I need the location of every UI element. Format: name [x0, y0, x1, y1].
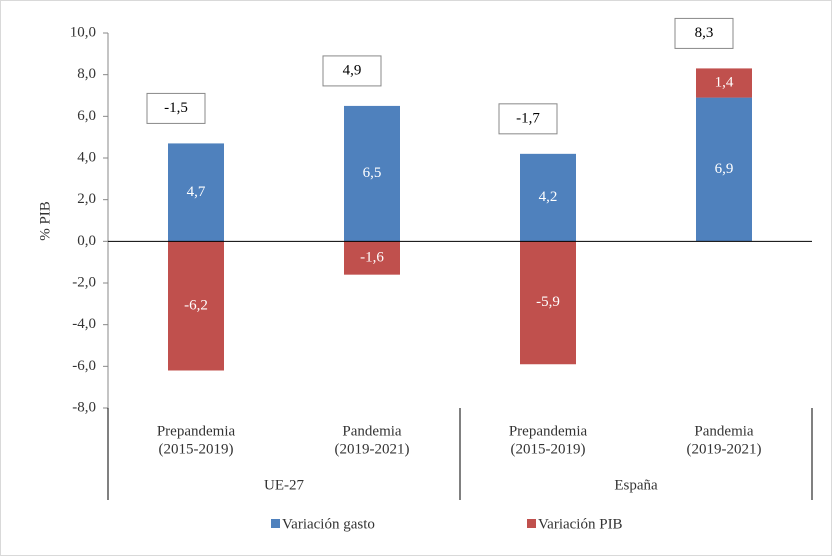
y-tick-label: 0,0 [77, 233, 96, 249]
total-label: -1,5 [164, 100, 188, 116]
y-tick-label: 10,0 [70, 24, 96, 40]
data-label: -1,6 [360, 249, 384, 265]
total-box [322, 55, 382, 87]
total-box [498, 103, 558, 135]
x-tick-label: Pandemia [694, 423, 753, 439]
x-tick-label: Prepandemia [509, 423, 588, 439]
legend-label: Variación PIB [538, 516, 623, 532]
x-tick-label: Prepandemia [157, 423, 236, 439]
x-tick-label: (2019-2021) [335, 441, 410, 457]
total-box [146, 92, 206, 124]
bar-segment [344, 105, 400, 242]
data-label: 4,2 [539, 189, 558, 205]
y-tick-label: -4,0 [72, 316, 96, 332]
y-tick-label: 8,0 [77, 66, 96, 82]
x-tick-label: Pandemia [342, 423, 401, 439]
group-label: España [614, 477, 658, 493]
data-label: -6,2 [184, 297, 208, 313]
y-tick-label: 4,0 [77, 149, 96, 165]
data-label: -5,9 [536, 294, 560, 310]
total-box [674, 17, 734, 49]
data-label: 6,9 [715, 161, 734, 177]
data-label: 4,7 [187, 184, 206, 200]
data-label: 6,5 [363, 165, 382, 181]
legend-swatch [271, 519, 280, 528]
x-tick-label: (2015-2019) [159, 441, 234, 457]
y-tick-label: 2,0 [77, 191, 96, 207]
total-label: -1,7 [516, 110, 540, 126]
x-tick-label: (2019-2021) [687, 441, 762, 457]
bar-segment [344, 241, 400, 275]
bar-segment [520, 153, 576, 242]
bar-segment [168, 143, 224, 242]
bar-segment [168, 241, 224, 371]
group-label: UE-27 [264, 477, 304, 493]
y-tick-label: -2,0 [72, 274, 96, 290]
bar-segment [696, 68, 752, 98]
bar-segment [520, 241, 576, 365]
y-tick-label: 6,0 [77, 108, 96, 124]
y-axis-label: % PIB [37, 201, 53, 241]
data-label: 1,4 [715, 74, 734, 90]
legend-swatch [527, 519, 536, 528]
y-tick-label: -8,0 [72, 399, 96, 415]
total-label: 8,3 [695, 25, 714, 41]
bar-segment [696, 97, 752, 242]
legend-label: Variación gasto [282, 516, 375, 532]
total-label: 4,9 [343, 62, 362, 78]
x-tick-label: (2015-2019) [511, 441, 586, 457]
y-tick-label: -6,0 [72, 358, 96, 374]
